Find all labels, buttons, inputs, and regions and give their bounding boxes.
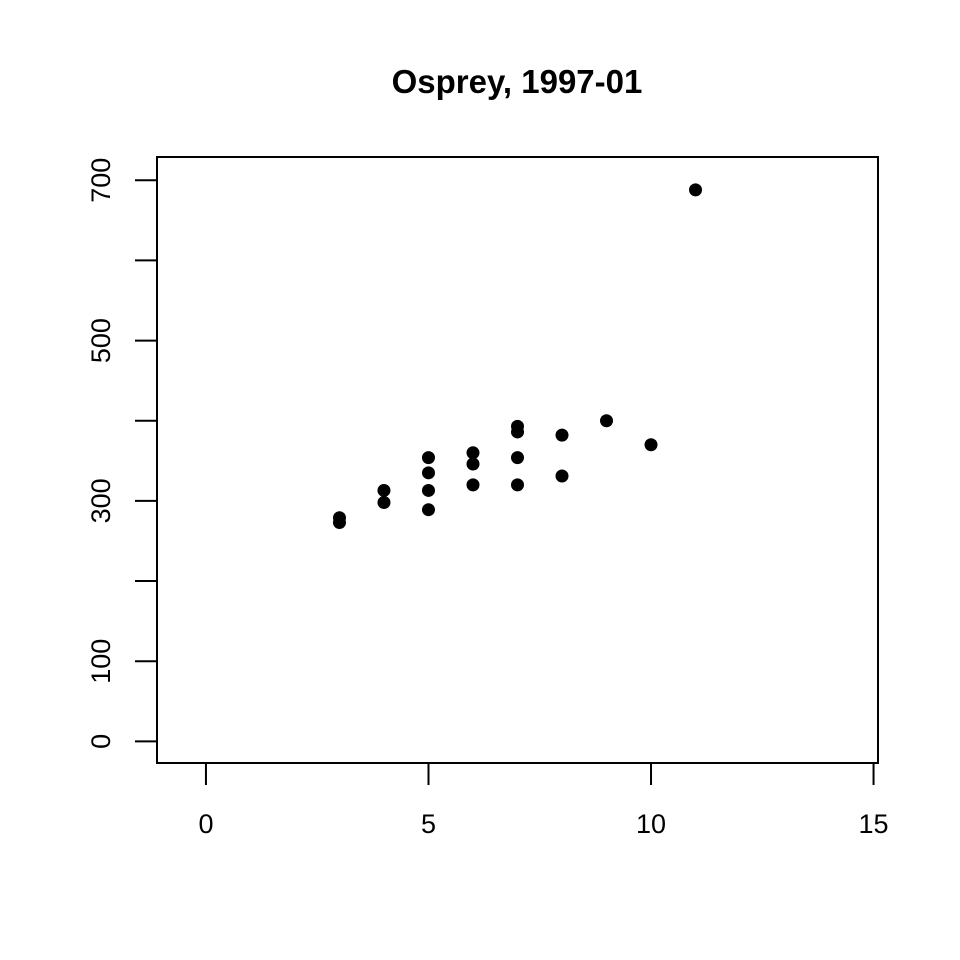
y-tick-label: 500: [86, 318, 116, 363]
data-point: [555, 469, 569, 483]
data-points: [332, 183, 703, 530]
x-axis: 0 5 10 15: [198, 762, 889, 839]
data-point: [332, 511, 346, 525]
data-point: [689, 183, 703, 197]
data-point: [555, 428, 569, 442]
data-point: [466, 457, 480, 471]
data-point: [421, 483, 435, 497]
data-point: [511, 419, 524, 433]
x-tick-label: 15: [859, 809, 889, 839]
data-point: [466, 446, 480, 460]
y-tick-label: 700: [86, 158, 116, 203]
y-tick-label: 0: [86, 734, 116, 749]
data-point: [377, 495, 391, 509]
y-axis: 0 100 300 500 700: [86, 158, 158, 749]
data-point: [421, 466, 435, 480]
chart-title: Osprey, 1997-01: [392, 63, 643, 100]
y-tick-label: 100: [86, 639, 116, 684]
x-tick-label: 0: [198, 809, 213, 839]
data-point: [600, 414, 614, 428]
y-tick-label: 300: [86, 478, 116, 523]
data-point: [421, 503, 435, 517]
data-point: [511, 478, 524, 492]
data-point: [377, 483, 391, 497]
data-point: [466, 478, 480, 492]
data-point: [421, 451, 435, 465]
x-tick-label: 5: [421, 809, 436, 839]
data-point: [511, 451, 524, 465]
x-tick-label: 10: [636, 809, 666, 839]
data-point: [644, 438, 658, 452]
